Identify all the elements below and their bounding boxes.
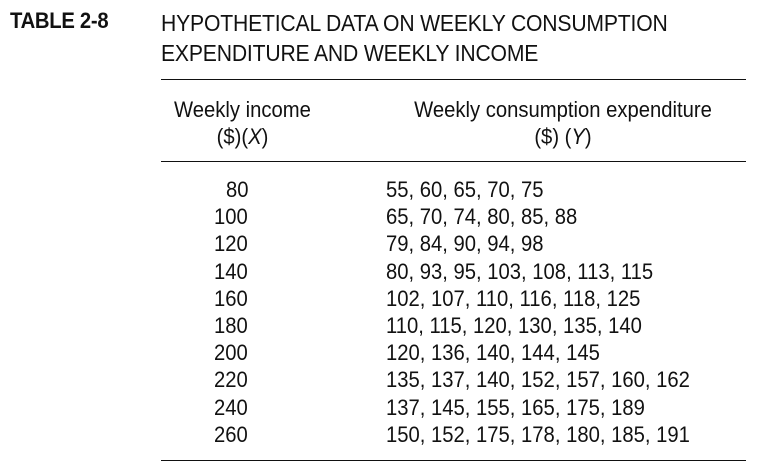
income-cell: 140 — [214, 258, 248, 284]
table-row: 100 65, 70, 74, 80, 85, 88 — [0, 203, 782, 230]
column-header-weekly-consumption: Weekly consumption expenditure ($) (Y) — [393, 96, 733, 150]
consumption-cell: 120, 136, 140, 144, 145 — [386, 340, 600, 366]
income-cell: 160 — [214, 285, 248, 311]
column-header-unit-line: ($)(X) — [216, 124, 269, 149]
consumption-cell: 102, 107, 110, 116, 118, 125 — [386, 285, 641, 311]
column-header-unit: ($) — [216, 124, 242, 149]
bottom-rule-divider — [161, 460, 746, 461]
table-row: 140 80, 93, 95, 103, 108, 113, 115 — [0, 258, 782, 285]
column-header-weekly-income: Weekly income ($)(X) — [168, 96, 318, 150]
consumption-cell: 79, 84, 90, 94, 98 — [386, 231, 544, 257]
consumption-cell: 65, 70, 74, 80, 85, 88 — [386, 204, 578, 230]
table-row: 80 55, 60, 65, 70, 75 — [0, 176, 782, 203]
top-rule-divider — [161, 79, 746, 80]
consumption-cell: 55, 60, 65, 70, 75 — [386, 177, 544, 202]
income-cell: 100 — [214, 204, 248, 230]
consumption-cell: 135, 137, 140, 152, 157, 160, 162 — [386, 367, 690, 393]
column-header-unit-line: ($) (Y) — [534, 124, 592, 149]
income-cell: 260 — [214, 421, 248, 447]
income-cell: 180 — [214, 312, 248, 338]
table-title: HYPOTHETICAL DATA ON WEEKLY CONSUMPTION … — [161, 8, 668, 68]
table-row: 220 135, 137, 140, 152, 157, 160, 162 — [0, 366, 782, 393]
table-row: 180 110, 115, 120, 130, 135, 140 — [0, 312, 782, 339]
income-cell: 80 — [225, 177, 248, 202]
income-cell: 200 — [214, 340, 248, 366]
income-cell: 240 — [214, 394, 248, 420]
column-header-unit: ($) — [534, 124, 565, 149]
table-number-label: TABLE 2-8 — [10, 8, 109, 33]
header-rule-divider — [161, 161, 746, 162]
table-row: 120 79, 84, 90, 94, 98 — [0, 230, 782, 257]
table-title-line-1: HYPOTHETICAL DATA ON WEEKLY CONSUMPTION — [161, 10, 668, 36]
income-cell: 220 — [214, 367, 248, 393]
consumption-cell: 80, 93, 95, 103, 108, 113, 115 — [386, 258, 654, 284]
table-row: 260 150, 152, 175, 178, 180, 185, 191 — [0, 421, 782, 448]
column-header-variable: Y — [571, 124, 585, 149]
column-header-variable: X — [248, 124, 262, 149]
column-header-label: Weekly income — [174, 97, 311, 122]
column-header-label: Weekly consumption expenditure — [414, 97, 712, 122]
income-cell: 120 — [214, 231, 248, 257]
table-row: 160 102, 107, 110, 116, 118, 125 — [0, 285, 782, 312]
table-body: 80 55, 60, 65, 70, 75 100 65, 70, 74, 80… — [0, 176, 782, 448]
table-title-line-2: EXPENDITURE AND WEEKLY INCOME — [161, 40, 539, 66]
consumption-cell: 150, 152, 175, 178, 180, 185, 191 — [386, 421, 690, 447]
table-row: 240 137, 145, 155, 165, 175, 189 — [0, 394, 782, 421]
consumption-cell: 110, 115, 120, 130, 135, 140 — [386, 312, 642, 338]
table-row: 200 120, 136, 140, 144, 145 — [0, 339, 782, 366]
consumption-cell: 137, 145, 155, 165, 175, 189 — [386, 394, 645, 420]
